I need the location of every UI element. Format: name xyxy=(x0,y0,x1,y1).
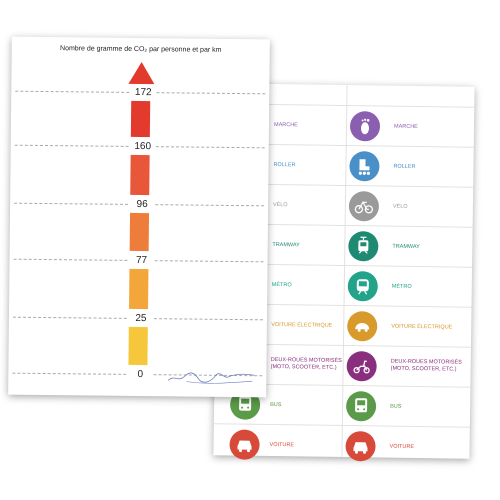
scale-value: 160 xyxy=(130,140,155,153)
bicycle-icon xyxy=(348,191,380,222)
mode-label: VOITURE ÉLECTRIQUE xyxy=(271,321,333,329)
roller-skate-icon xyxy=(349,151,380,182)
mode-label: ROLLER xyxy=(273,162,296,169)
scale-arrow: 172 160 96 77 25 0 xyxy=(12,37,270,381)
mode-label: MÉTRO xyxy=(271,281,292,289)
tramway-icon xyxy=(348,231,379,262)
mode-label: VÉLO xyxy=(272,202,288,209)
mode-row: BUS BUS xyxy=(213,383,471,428)
scale-value: 96 xyxy=(130,198,155,211)
mode-label: VOITURE xyxy=(269,441,295,449)
scale-value: 0 xyxy=(128,368,153,381)
scale-segment xyxy=(130,100,151,138)
arrow-head xyxy=(128,61,155,85)
scale-value: 77 xyxy=(129,254,154,267)
bus-icon xyxy=(229,389,261,420)
mode-row: VOITURE VOITURE xyxy=(213,423,470,468)
mode-label: BUS xyxy=(270,401,282,409)
bus-icon xyxy=(345,391,377,422)
mode-label: VÉLO xyxy=(392,203,408,210)
mode-label: DEUX-ROUES MOTORISÉS (MOTO, SCOOTER, ETC… xyxy=(270,356,342,371)
mode-label: VOITURE xyxy=(389,443,415,450)
scale-segment xyxy=(129,268,149,310)
mode-label: MARCHE xyxy=(273,122,298,129)
mode-label: MÉTRO xyxy=(391,283,412,290)
scale-segment xyxy=(129,212,150,252)
signature xyxy=(168,372,255,384)
scale-segment xyxy=(128,326,148,366)
footprint-icon xyxy=(349,111,381,142)
mode-label: TRAMWAY xyxy=(392,243,420,251)
mode-label: TRAMWAY xyxy=(272,241,300,249)
electric-car-icon xyxy=(347,311,378,342)
mode-label: VOITURE ÉLECTRIQUE xyxy=(391,323,453,331)
scooter-icon xyxy=(346,351,377,382)
scale-segment xyxy=(130,154,150,196)
scale-title: Nombre de gramme de CO₂ par personne et … xyxy=(59,45,222,54)
car-icon xyxy=(229,429,260,460)
car-icon xyxy=(345,431,376,462)
scale-value: 25 xyxy=(128,312,153,325)
mode-label: MARCHE xyxy=(393,123,418,131)
metro-icon xyxy=(347,271,378,302)
mode-label: ROLLER xyxy=(393,163,416,170)
mode-label: BUS xyxy=(390,403,402,410)
scale-value: 172 xyxy=(131,86,156,99)
co2-scale-sheet: Nombre de gramme de CO₂ par personne et … xyxy=(8,36,270,398)
mode-label: DEUX-ROUES MOTORISÉS (MOTO, SCOOTER, ETC… xyxy=(390,358,462,373)
